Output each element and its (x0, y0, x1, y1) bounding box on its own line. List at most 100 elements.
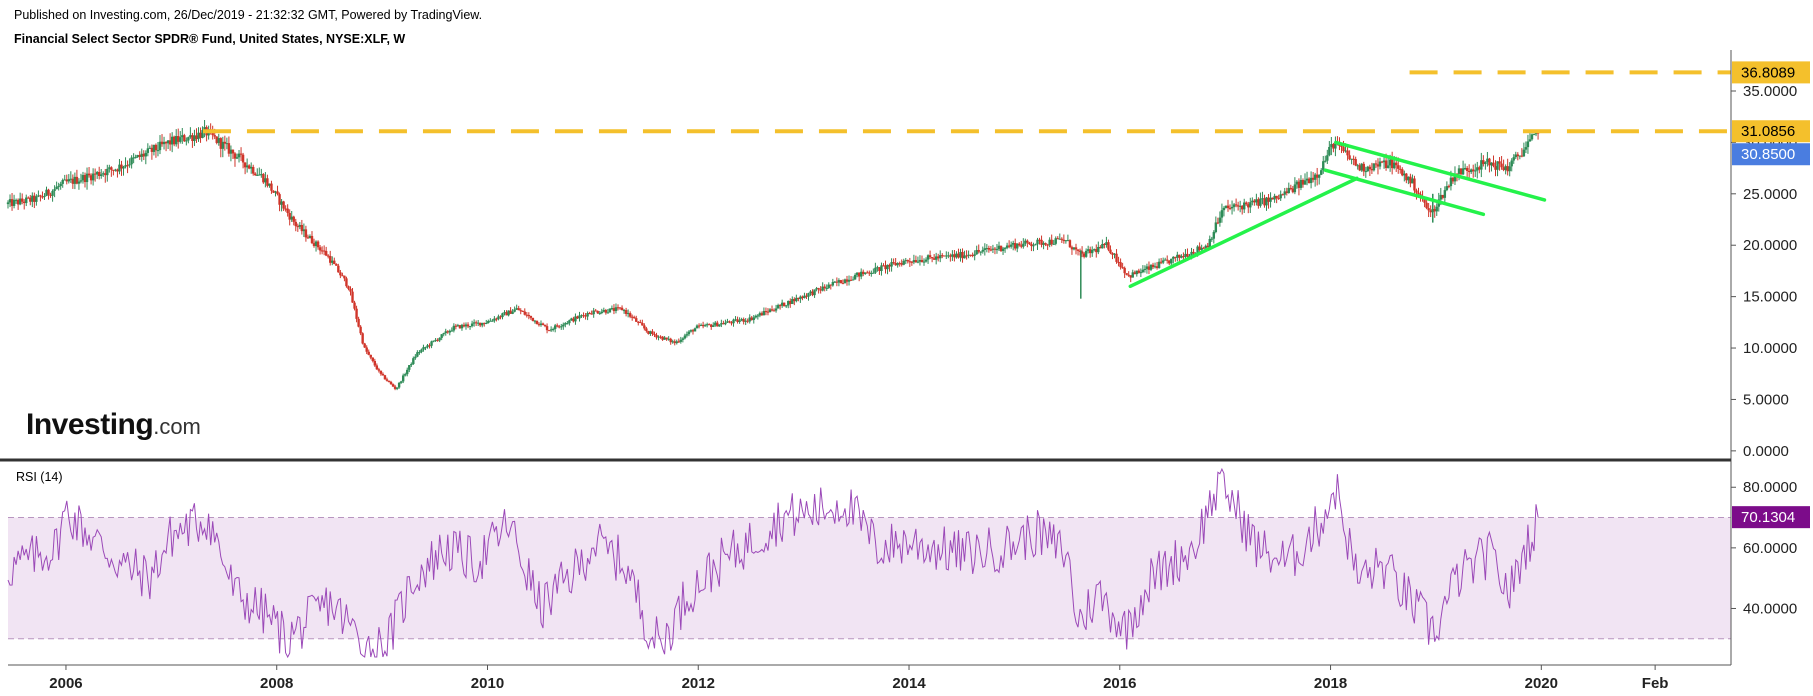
candle-body (1328, 147, 1330, 155)
x-tick-label: 2008 (260, 675, 293, 692)
candle-body (1032, 245, 1034, 246)
candle-body (1444, 190, 1446, 198)
x-tick-label: 2014 (892, 675, 926, 692)
candle-body (680, 340, 682, 342)
candle-body (359, 327, 361, 334)
candle-body (1211, 239, 1213, 240)
candle-body (917, 262, 919, 263)
candle-body (1498, 161, 1500, 163)
candle-body (388, 381, 390, 382)
candle-body (1028, 243, 1030, 244)
candle-body (601, 312, 603, 313)
candle-body (134, 157, 136, 158)
candle-body (400, 381, 402, 382)
candle-body (325, 251, 327, 256)
candle-body (1050, 240, 1052, 244)
candle-body (122, 167, 124, 169)
candle-body (517, 308, 519, 310)
candle-body (544, 325, 546, 326)
candle-body (378, 369, 380, 370)
candle-body (337, 266, 339, 273)
candle-body (1144, 269, 1146, 270)
candle-body (145, 153, 147, 157)
candle-body (1462, 168, 1464, 174)
candle-body (1395, 163, 1397, 165)
candle-body (1326, 155, 1328, 160)
candle-body (1044, 243, 1046, 245)
candle-body (1249, 202, 1251, 207)
candle-body (546, 326, 548, 330)
candle-body (333, 261, 335, 264)
candle-body (1004, 248, 1006, 249)
candle-body (738, 321, 740, 322)
candle-body (1427, 208, 1429, 210)
candle-body (471, 324, 473, 327)
candle-body (282, 201, 284, 208)
candle-body (1123, 268, 1125, 273)
candle-body (840, 280, 842, 283)
candle-body (420, 350, 422, 352)
candle-body (1245, 203, 1247, 205)
y-tick-label: 10.0000 (1743, 340, 1797, 357)
candle-body (718, 324, 720, 326)
candle-body (286, 209, 288, 213)
candle-body (293, 217, 295, 222)
candle-body (443, 333, 445, 334)
candle-body (566, 323, 568, 324)
candle-body (1304, 180, 1306, 184)
candle-body (903, 261, 905, 265)
candle-body (1053, 244, 1055, 245)
candle-body (1375, 163, 1377, 164)
candle-body (35, 196, 37, 202)
candle-body (1397, 165, 1399, 169)
candle-body (380, 371, 382, 374)
candle-body (599, 313, 601, 314)
rsi-tick-label: 40.0000 (1743, 600, 1797, 617)
candle-body (311, 236, 313, 243)
candle-body (1259, 199, 1261, 206)
candle-body (605, 310, 607, 313)
candle-body (1508, 166, 1510, 171)
candle-body (1387, 165, 1389, 168)
candle-body (1523, 150, 1525, 157)
candle-body (418, 352, 420, 353)
candle-body (597, 311, 599, 313)
candle-body (368, 352, 370, 355)
candle-body (629, 313, 631, 317)
candle-body (807, 293, 809, 297)
candle-body (1324, 161, 1326, 162)
candle-body (757, 316, 759, 317)
candle-body (635, 318, 637, 322)
candle-body (390, 382, 392, 384)
x-tick-label: 2006 (49, 675, 82, 692)
candle-body (513, 310, 515, 312)
candle-body (410, 364, 412, 365)
candle-body (1511, 161, 1513, 167)
candle-body (973, 254, 975, 256)
candle-body (236, 157, 238, 158)
candle-body (57, 186, 59, 187)
candle-body (1109, 250, 1111, 253)
candle-body (560, 326, 562, 327)
candle-body (252, 167, 254, 174)
candle-body (1294, 184, 1296, 192)
candle-body (295, 222, 297, 226)
candle-body (438, 338, 440, 340)
candle-body (319, 247, 321, 250)
candle-body (335, 264, 337, 266)
candle-body (1436, 207, 1438, 212)
candle-body (1484, 162, 1486, 164)
candle-body (1091, 250, 1093, 253)
candle-body (1425, 203, 1427, 208)
candle-body (925, 260, 927, 262)
candle-body (440, 334, 442, 338)
candle-body (1069, 240, 1071, 247)
candle-body (1533, 134, 1535, 135)
candle-body (485, 323, 487, 324)
candle-body (88, 174, 90, 176)
candle-body (824, 287, 826, 288)
candle-body (651, 331, 653, 334)
candle-body (1340, 146, 1342, 147)
candle-body (1018, 244, 1020, 246)
